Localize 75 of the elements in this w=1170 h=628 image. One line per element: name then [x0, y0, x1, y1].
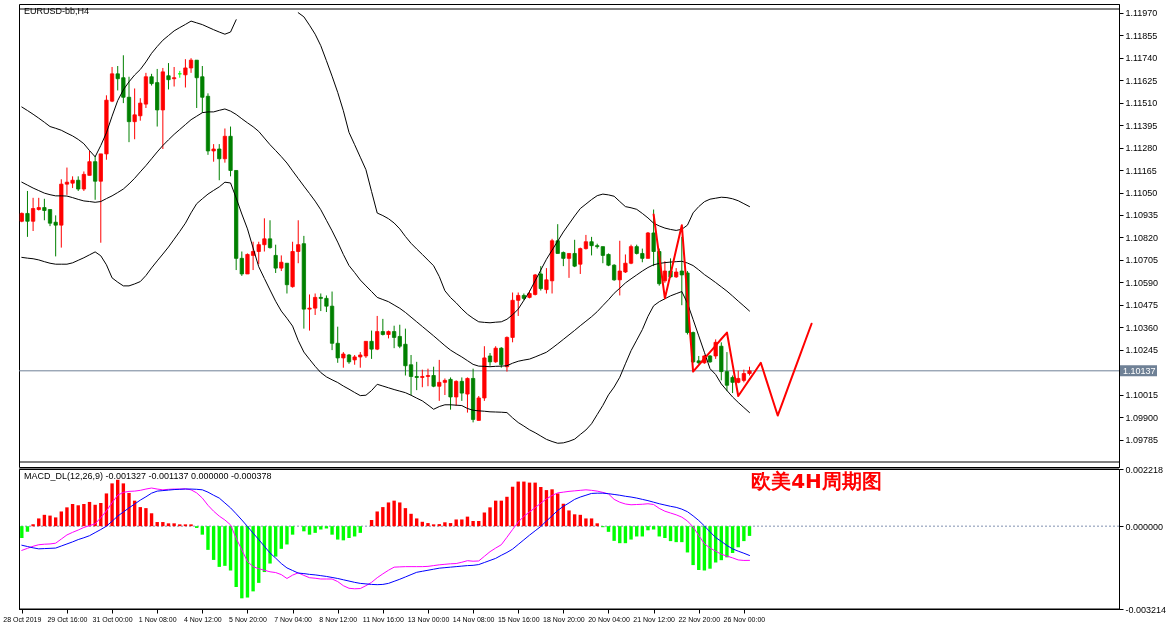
bar [708, 526, 712, 569]
bar [595, 523, 599, 527]
bar [82, 504, 86, 527]
bar [398, 502, 402, 527]
bar [674, 526, 678, 543]
bar [25, 526, 30, 532]
bar [471, 521, 475, 527]
bar [358, 526, 362, 533]
bar [65, 507, 69, 527]
bar [663, 526, 667, 539]
bar [589, 518, 594, 527]
bar [290, 526, 295, 535]
bar [20, 526, 24, 539]
bar [386, 502, 391, 527]
bar [240, 526, 244, 599]
bar [37, 518, 41, 527]
bar [629, 526, 633, 540]
bar [200, 526, 205, 535]
bar [279, 526, 283, 549]
bar [448, 523, 453, 527]
bar [454, 519, 458, 527]
bar [522, 481, 526, 527]
bar [319, 526, 323, 530]
bar [680, 526, 684, 543]
bar [172, 523, 176, 527]
bar [691, 526, 695, 566]
bar [144, 508, 148, 527]
bar [646, 526, 650, 531]
bar [59, 511, 63, 527]
bar [572, 514, 577, 527]
bar [53, 517, 58, 527]
bar [505, 496, 509, 527]
bar [460, 519, 464, 527]
annotation: 欧美4H周期图 [751, 469, 882, 493]
bar [307, 526, 312, 535]
bar [223, 526, 227, 566]
bar [488, 507, 492, 527]
y-tick-label: 0.002218 [1125, 464, 1164, 475]
bar [392, 500, 396, 527]
bar [584, 518, 588, 527]
bar [651, 526, 656, 530]
y-tick-label: 1.09785 [1125, 435, 1159, 446]
bar [336, 526, 340, 540]
bar [347, 526, 351, 539]
bar [127, 492, 131, 527]
bar [110, 483, 114, 527]
bar [606, 526, 611, 532]
bar [375, 511, 379, 527]
bar [313, 526, 317, 533]
bar [426, 523, 430, 527]
bar [381, 507, 385, 527]
y-tick-label: -0.003214 [1125, 604, 1167, 615]
bar [251, 526, 255, 592]
bar [550, 489, 554, 527]
y-tick-label: 0.000000 [1125, 521, 1164, 532]
bar [234, 526, 238, 587]
bar [742, 526, 746, 542]
bar [268, 526, 272, 564]
bar [409, 513, 413, 527]
chart-title: MACD_DL(12,26,9) -0.001327 -0.001137 0.000000 -0.000378 [24, 471, 272, 481]
bar [533, 482, 537, 527]
bar [725, 526, 729, 558]
bar [415, 518, 419, 527]
bar [161, 522, 165, 527]
bar [206, 526, 210, 550]
bar [443, 522, 447, 527]
bar [612, 526, 616, 541]
bar [48, 515, 52, 527]
bar [567, 510, 571, 527]
bar [285, 526, 289, 545]
bar [166, 523, 171, 527]
bar [330, 526, 334, 535]
bar [302, 526, 306, 532]
bar [747, 526, 752, 536]
bar [93, 504, 97, 527]
